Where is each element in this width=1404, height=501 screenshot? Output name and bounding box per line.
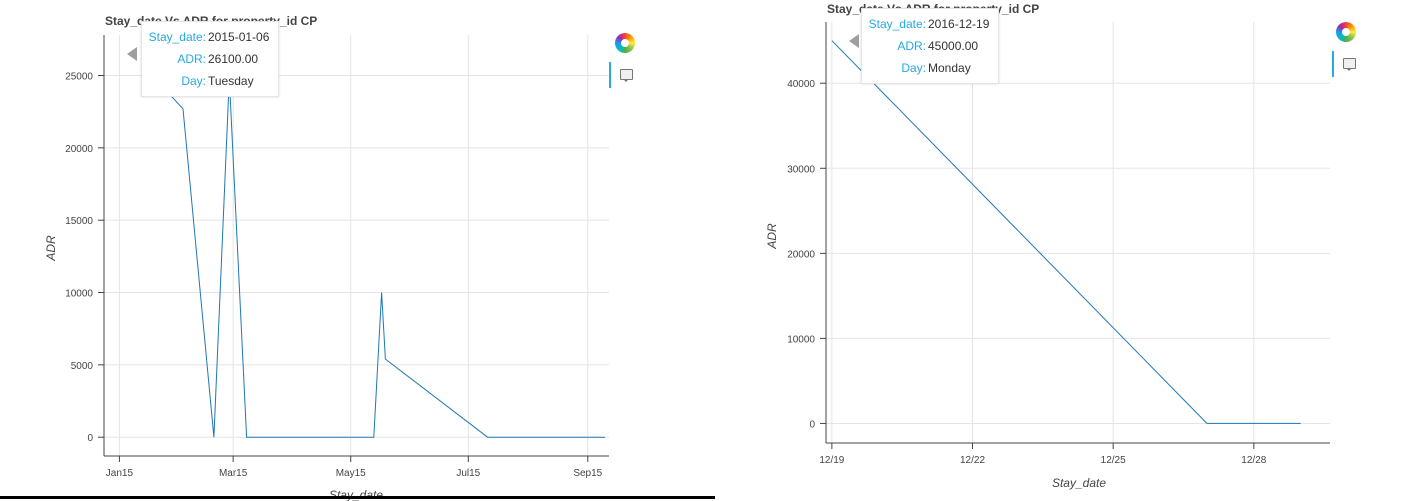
y-tick-label: 40000 bbox=[787, 79, 815, 90]
x-tick-label: Mar15 bbox=[219, 468, 248, 479]
chart-panel-right: 12/19 12/22 12/25 12/28 0 10000 20000 30000 4000… bbox=[715, 0, 1404, 501]
x-tick-label: Jul15 bbox=[456, 468, 480, 479]
hover-tooltip: Stay_date: 2015-01-06 ADR: 26100.00 Day:… bbox=[141, 21, 279, 97]
tooltip-row-stay-date: Stay_date: 2015-01-06 bbox=[148, 26, 272, 48]
tooltip-value: 2016-12-19 bbox=[928, 17, 990, 31]
x-axis-label: Stay_date bbox=[329, 488, 383, 501]
tooltip-key: Day: bbox=[181, 74, 206, 88]
y-tick-label: 25000 bbox=[65, 72, 93, 83]
tooltip-row-adr: ADR: 45000.00 bbox=[868, 35, 992, 57]
x-axis-label: Stay_date bbox=[1052, 476, 1106, 490]
tooltip-key: Day: bbox=[901, 61, 926, 75]
x-tick-label: 12/19 bbox=[819, 455, 844, 466]
bottom-divider bbox=[0, 496, 715, 499]
line-chart-right: 12/19 12/22 12/25 12/28 0 10000 20000 30000 4000… bbox=[765, 2, 1330, 490]
tooltip-value: 26100.00 bbox=[208, 52, 259, 66]
hover-tool-icon bbox=[1343, 58, 1356, 71]
tooltip-row-day: Day: Monday bbox=[868, 57, 992, 79]
y-tick-label: 10000 bbox=[65, 289, 93, 300]
y-tick-label: 15000 bbox=[65, 216, 93, 227]
y-tick-label: 0 bbox=[87, 433, 93, 444]
x-tick-label: 12/22 bbox=[960, 455, 985, 466]
y-axis-label: ADR bbox=[44, 235, 58, 262]
x-tick-label: May15 bbox=[336, 468, 366, 479]
x-tick-label: Jan15 bbox=[106, 468, 134, 479]
chart-panel-left: Jan15 Mar15 May15 Jul15 Sep15 0 5000 10000 15000… bbox=[0, 14, 715, 501]
tooltip-key: Stay_date: bbox=[148, 30, 206, 44]
x-tick-label: Sep15 bbox=[573, 468, 602, 479]
series-line bbox=[151, 75, 606, 438]
tooltip-row-stay-date: Stay_date: 2016-12-19 bbox=[868, 13, 992, 35]
hover-tooltip: Stay_date: 2016-12-19 ADR: 45000.00 Day:… bbox=[861, 8, 999, 84]
y-tick-label: 0 bbox=[809, 419, 815, 430]
x-tick-label: 12/28 bbox=[1241, 455, 1266, 466]
tooltip-pointer bbox=[127, 47, 137, 61]
y-tick-label: 20000 bbox=[787, 249, 815, 260]
tooltip-row-day: Day: Tuesday bbox=[148, 70, 272, 92]
bokeh-logo-icon[interactable] bbox=[615, 33, 635, 53]
tooltip-pointer bbox=[849, 34, 859, 48]
hover-tool-button[interactable] bbox=[609, 62, 635, 88]
tooltip-value: Tuesday bbox=[208, 74, 254, 88]
hover-tool-icon bbox=[620, 69, 633, 82]
tooltip-value: Monday bbox=[928, 61, 971, 75]
x-tick-label: 12/25 bbox=[1101, 455, 1126, 466]
y-tick-label: 30000 bbox=[787, 164, 815, 175]
line-chart-left: Jan15 Mar15 May15 Jul15 Sep15 0 5000 10000 15000… bbox=[44, 14, 609, 501]
y-tick-label: 20000 bbox=[65, 144, 93, 155]
series-line bbox=[831, 40, 1301, 424]
hover-tool-button[interactable] bbox=[1332, 51, 1358, 77]
tooltip-key: ADR: bbox=[897, 39, 926, 53]
y-tick-label: 10000 bbox=[787, 334, 815, 345]
tooltip-key: Stay_date: bbox=[868, 17, 926, 31]
tooltip-value: 2015-01-06 bbox=[208, 30, 270, 44]
y-axis-label: ADR bbox=[765, 223, 779, 250]
y-tick-label: 5000 bbox=[71, 361, 94, 372]
tooltip-value: 45000.00 bbox=[928, 39, 979, 53]
tooltip-row-adr: ADR: 26100.00 bbox=[148, 48, 272, 70]
tooltip-key: ADR: bbox=[177, 52, 206, 66]
bokeh-logo-icon[interactable] bbox=[1336, 22, 1356, 42]
